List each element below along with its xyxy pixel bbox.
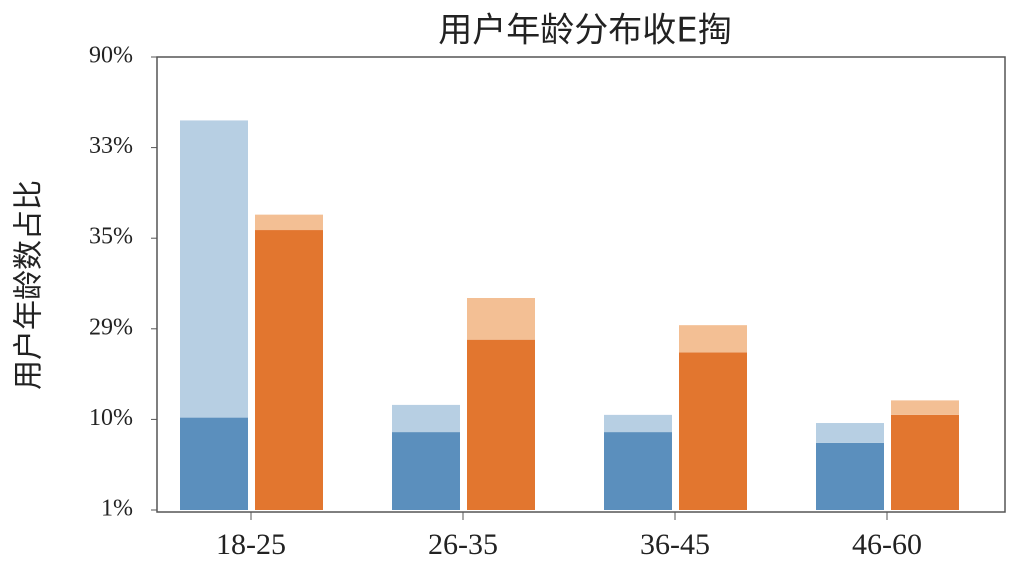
y-tick-label: 29% xyxy=(89,314,133,340)
bar-segment xyxy=(467,339,535,510)
bar-segment xyxy=(679,352,747,510)
bar-segment xyxy=(816,442,884,510)
x-tick-label: 36-45 xyxy=(640,528,710,561)
bar-segment xyxy=(604,432,672,510)
x-tick-label: 18-25 xyxy=(216,528,286,561)
y-tick-label: 35% xyxy=(89,224,133,250)
bar-segment xyxy=(392,432,460,510)
bar-segment xyxy=(604,414,672,433)
bar-segment xyxy=(467,297,535,340)
y-tick-label: 90% xyxy=(89,43,133,69)
y-tick-label: 33% xyxy=(89,133,133,159)
plot-frame xyxy=(156,56,1006,513)
x-tick-label: 46-60 xyxy=(852,528,922,561)
bar-segment xyxy=(816,423,884,443)
bar-segment xyxy=(392,404,460,433)
bar-segment xyxy=(255,214,323,231)
bar-segment xyxy=(891,400,959,415)
bar-segment xyxy=(180,417,248,510)
y-tick-label: 1% xyxy=(101,496,133,522)
y-tick-label: 10% xyxy=(89,405,133,431)
chart-title: 用户年龄分布收E掏 xyxy=(438,11,731,51)
bar-segment xyxy=(679,325,747,353)
bar-segment xyxy=(891,414,959,510)
x-tick-label: 26-35 xyxy=(428,528,498,561)
y-axis-label: 用户年龄数占比 xyxy=(12,180,47,390)
bar-segment xyxy=(180,120,248,418)
bar-segment xyxy=(255,230,323,510)
